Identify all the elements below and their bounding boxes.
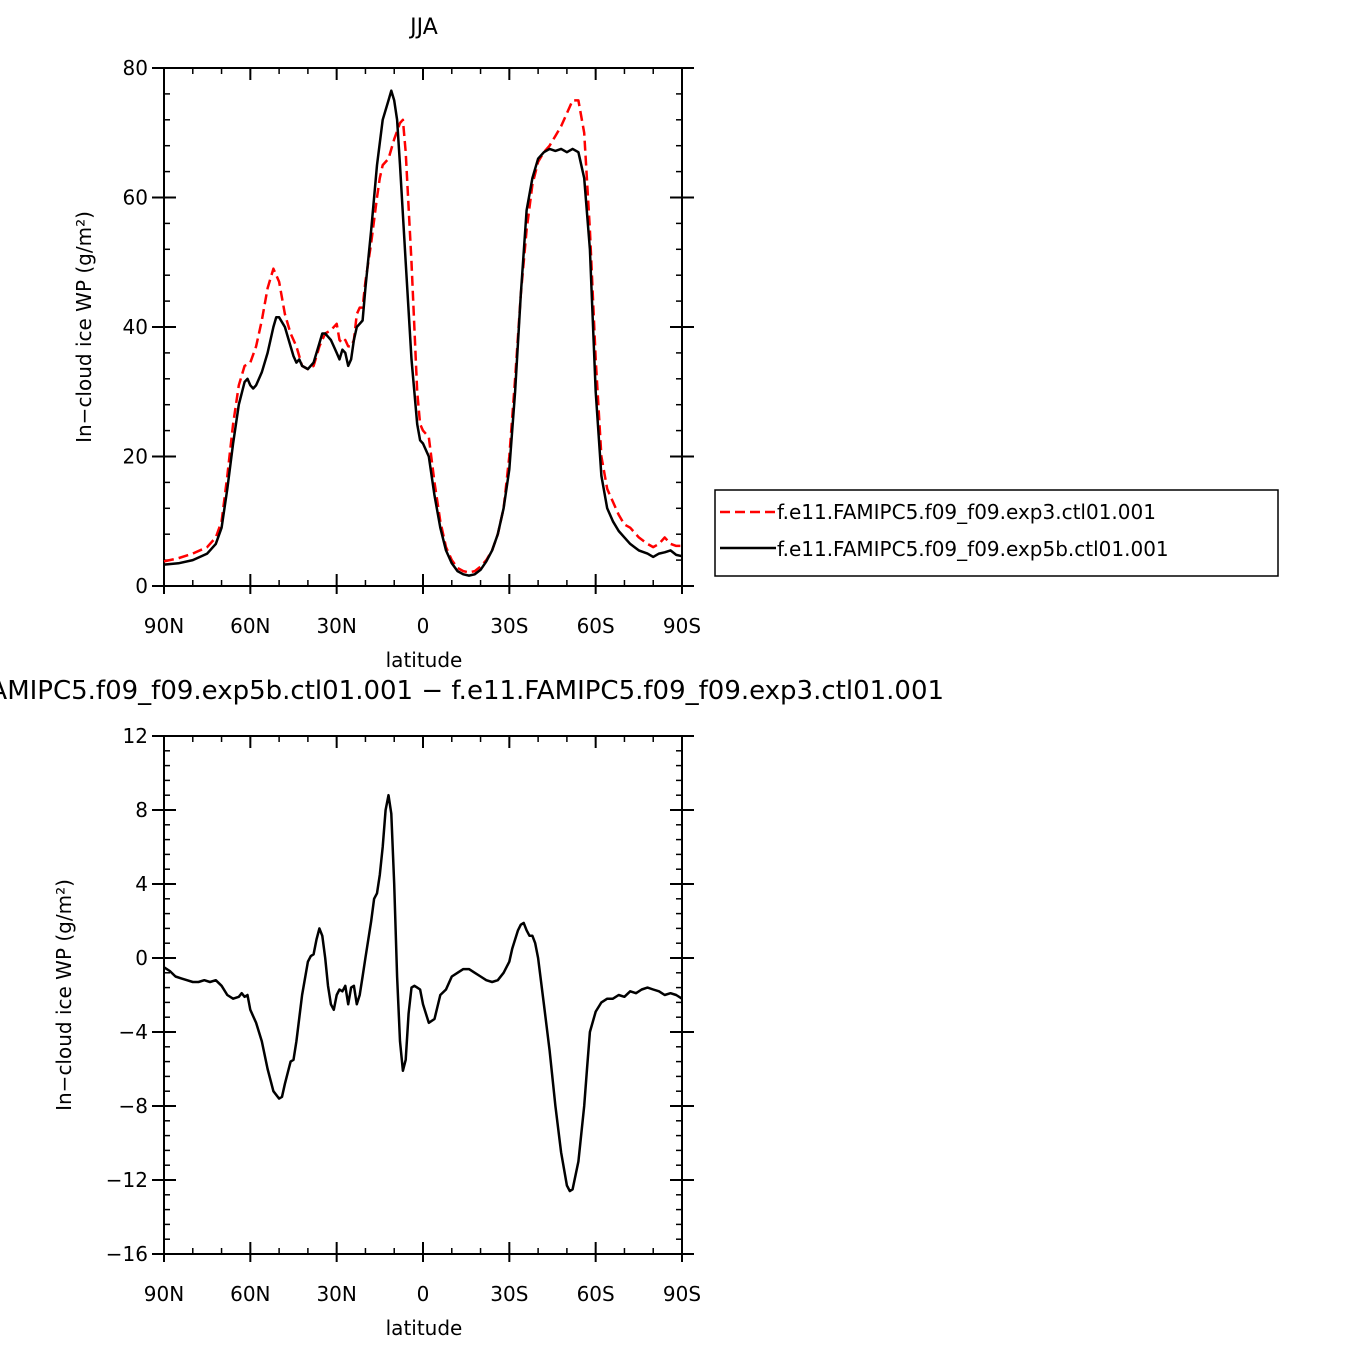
top-y-tick-label: 60 bbox=[123, 186, 148, 210]
bottom-x-tick-label: 0 bbox=[417, 1282, 430, 1306]
top-series-line-1 bbox=[163, 89, 683, 577]
top-ticks: 90N 60N 30N 0 30S 60S 90S 0 20 40 60 80 bbox=[123, 56, 702, 638]
top-x-tick-label: 90N bbox=[144, 614, 184, 638]
bottom-x-tick-label: 30N bbox=[316, 1282, 356, 1306]
bottom-x-tick-label: 60S bbox=[577, 1282, 615, 1306]
top-chart-title: JJA bbox=[408, 15, 438, 40]
top-x-tick-label: 60N bbox=[230, 614, 270, 638]
bottom-x-axis-label: latitude bbox=[386, 1316, 463, 1340]
bottom-y-tick-label: 12 bbox=[123, 724, 148, 748]
top-x-axis-label: latitude bbox=[386, 648, 463, 672]
top-legend: f.e11.FAMIPC5.f09_f09.exp3.ctl01.001 f.e… bbox=[714, 489, 1279, 577]
bottom-x-tick-label: 90N bbox=[144, 1282, 184, 1306]
top-x-tick-label: 30S bbox=[490, 614, 528, 638]
bottom-y-tick-label: −4 bbox=[119, 1020, 148, 1044]
top-x-tick-label: 60S bbox=[577, 614, 615, 638]
bottom-y-tick-label: −12 bbox=[106, 1168, 148, 1192]
bottom-x-tick-label: 30S bbox=[490, 1282, 528, 1306]
top-y-tick-label: 20 bbox=[123, 445, 148, 469]
top-x-tick-label: 90S bbox=[663, 614, 701, 638]
bottom-y-tick-label: −16 bbox=[106, 1242, 148, 1266]
bottom-series-group bbox=[163, 793, 683, 1193]
top-y-tick-label: 0 bbox=[135, 574, 148, 598]
bottom-y-tick-label: 4 bbox=[135, 872, 148, 896]
top-series-line-0 bbox=[163, 99, 682, 574]
bottom-x-tick-label: 60N bbox=[230, 1282, 270, 1306]
legend-label-exp3: f.e11.FAMIPC5.f09_f09.exp3.ctl01.001 bbox=[777, 500, 1156, 524]
bottom-y-tick-label: 8 bbox=[135, 798, 148, 822]
top-y-tick-label: 40 bbox=[123, 315, 148, 339]
bottom-chart-title: f.e11.FAMIPC5.f09_f09.exp5b.ctl01.001 − … bbox=[0, 676, 944, 706]
bottom-y-axis-label: In−cloud ice WP (g/m²) bbox=[52, 879, 76, 1111]
top-y-tick-label: 80 bbox=[123, 56, 148, 80]
top-y-axis-label: In−cloud ice WP (g/m²) bbox=[72, 211, 96, 443]
bottom-x-tick-label: 90S bbox=[663, 1282, 701, 1306]
bottom-y-tick-label: 0 bbox=[135, 946, 148, 970]
top-x-tick-label: 0 bbox=[417, 614, 430, 638]
top-x-tick-label: 30N bbox=[316, 614, 356, 638]
bottom-series-line-0 bbox=[163, 793, 683, 1193]
top-plot-frame bbox=[163, 67, 683, 587]
legend-label-exp5b: f.e11.FAMIPC5.f09_f09.exp5b.ctl01.001 bbox=[777, 537, 1169, 561]
top-panel: JJA 90N 60N 30N 0 30S 60S 90S 0 20 40 60 80 latitud… bbox=[72, 15, 1279, 672]
bottom-ticks: 90N 60N 30N 0 30S 60S 90S −16 −12 −8 −4 0 4 8 12 bbox=[106, 724, 701, 1306]
bottom-y-tick-label: −8 bbox=[119, 1094, 148, 1118]
top-series-group bbox=[163, 89, 683, 577]
bottom-panel: f.e11.FAMIPC5.f09_f09.exp5b.ctl01.001 − … bbox=[0, 676, 944, 1340]
legend-box bbox=[714, 489, 1279, 577]
